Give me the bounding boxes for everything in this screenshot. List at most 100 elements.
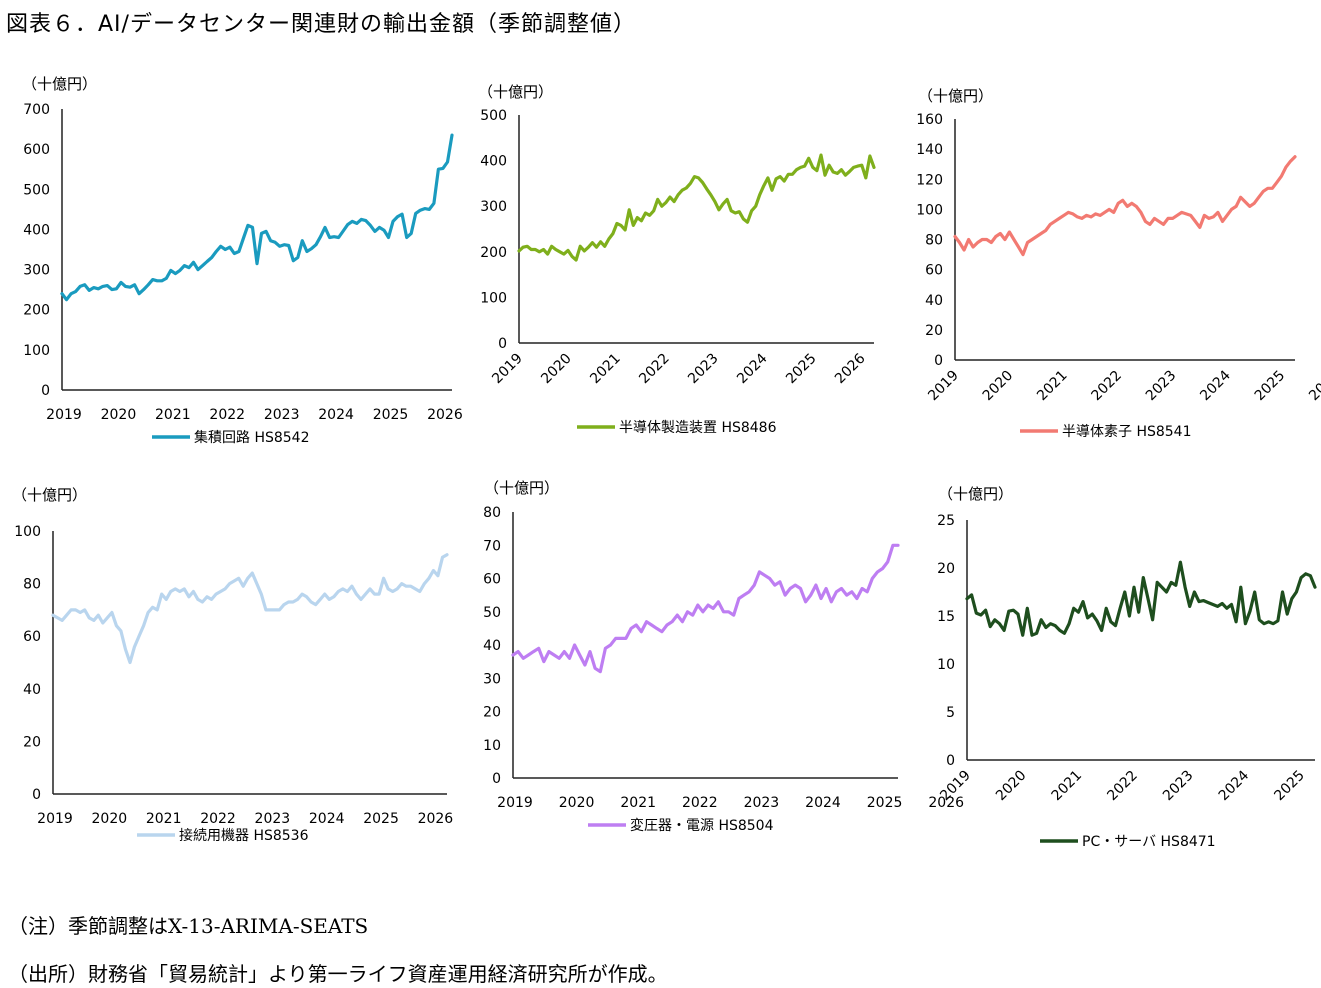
x-tick-label: 2026 [928,795,964,811]
y-tick-label: 100 [23,343,50,359]
y-tick-label: 100 [14,524,41,540]
y-tick-label: 60 [23,629,41,645]
y-tick-label: 40 [23,682,41,698]
legend-label: PC・サーバ HS8471 [1082,834,1216,850]
x-tick-label: 2022 [200,811,236,827]
x-tick-label: 2025 [867,795,903,811]
y-tick-label: 10 [937,657,955,673]
x-tick-label: 2023 [1160,768,1197,805]
y-tick-label: 700 [23,102,50,118]
x-tick-label: 2025 [373,407,409,423]
y-tick-label: 300 [23,263,50,279]
y-tick-label: 140 [916,142,943,158]
series-line [953,155,1297,257]
y-tick-label: 100 [480,290,507,306]
x-tick-label: 2025 [363,811,399,827]
y-tick-label: 0 [934,353,943,369]
y-tick-label: 400 [480,154,507,170]
legend-label: 半導体素子 HS8541 [1062,424,1192,440]
legend: 変圧器・電源 HS8504 [588,817,774,834]
x-tick-label: 2026 [427,407,463,423]
y-tick-label: 25 [937,513,955,529]
legend-label: 接続用機器 HS8536 [179,827,309,844]
legend: PC・サーバ HS8471 [1040,834,1216,850]
series-line [511,543,900,674]
x-tick-label: 2022 [682,795,718,811]
x-tick-label: 2019 [497,795,533,811]
x-tick-label: 2020 [993,768,1030,805]
y-tick-label: 80 [483,505,501,521]
x-tick-label: 2020 [101,407,137,423]
legend: 集積回路 HS8542 [152,429,310,446]
unit-label: （十億円） [918,87,993,105]
unit-label: （十億円） [484,479,559,497]
series-line [60,133,454,302]
x-tick-label: 2026 [418,811,454,827]
y-tick-label: 40 [483,638,501,654]
y-tick-label: 300 [480,199,507,215]
y-tick-label: 0 [41,383,50,399]
x-tick-label: 2021 [620,795,656,811]
x-tick-label: 2024 [1216,767,1253,804]
x-tick-label: 2019 [37,811,73,827]
legend-label: 変圧器・電源 HS8504 [630,817,774,834]
legend: 半導体製造装置 HS8486 [577,420,777,436]
y-tick-label: 20 [937,561,955,577]
y-tick-label: 0 [498,336,507,352]
x-tick-label: 2024 [318,407,354,423]
y-tick-label: 30 [483,671,501,687]
y-tick-label: 100 [916,202,943,218]
y-tick-label: 200 [480,245,507,261]
unit-label: （十億円） [22,75,97,93]
note-text: （注）季節調整はX-13-ARIMA-SEATS [8,914,369,938]
x-tick-label: 2021 [155,407,191,423]
x-tick-label: 2024 [805,795,841,811]
y-tick-label: 200 [23,303,50,319]
legend-label: 半導体製造装置 HS8486 [619,420,777,436]
y-tick-label: 60 [925,263,943,279]
x-tick-label: 2020 [559,795,595,811]
legend-label: 集積回路 HS8542 [194,429,310,446]
legend: 接続用機器 HS8536 [137,827,309,844]
legend: 半導体素子 HS8541 [1020,424,1192,440]
x-tick-label: 2019 [46,407,82,423]
series-line [517,153,876,262]
y-tick-label: 160 [916,112,943,128]
y-tick-label: 120 [916,172,943,188]
x-tick-label: 2023 [744,795,780,811]
y-tick-label: 0 [32,787,41,803]
y-tick-label: 70 [483,538,501,554]
series-line [965,560,1317,637]
x-tick-label: 2022 [209,407,245,423]
source-text: （出所）財務省「貿易統計」より第一ライフ資産運用経済研究所が作成。 [8,962,668,986]
x-tick-label: 2021 [1049,768,1086,805]
y-tick-label: 5 [946,705,955,721]
x-tick-label: 2023 [255,811,291,827]
y-tick-label: 10 [483,738,501,754]
y-tick-label: 40 [925,293,943,309]
x-tick-label: 2023 [264,407,300,423]
y-tick-label: 80 [23,577,41,593]
x-tick-label: 2025 [1271,768,1308,805]
y-tick-label: 50 [483,605,501,621]
y-tick-label: 0 [492,771,501,787]
y-tick-label: 400 [23,222,50,238]
y-tick-label: 500 [480,108,507,124]
y-tick-label: 600 [23,142,50,158]
x-tick-label: 2022 [1104,768,1141,805]
x-tick-label: 2021 [146,811,182,827]
y-tick-label: 15 [937,609,955,625]
figure-title: 図表６．AI/データセンター関連財の輸出金額（季節調整値） [6,12,636,37]
y-tick-label: 0 [946,753,955,769]
unit-label: （十億円） [938,485,1013,503]
y-tick-label: 80 [925,233,943,249]
x-tick-label: 2019 [937,768,974,805]
x-tick-label: 2020 [92,811,128,827]
y-tick-label: 20 [23,734,41,750]
